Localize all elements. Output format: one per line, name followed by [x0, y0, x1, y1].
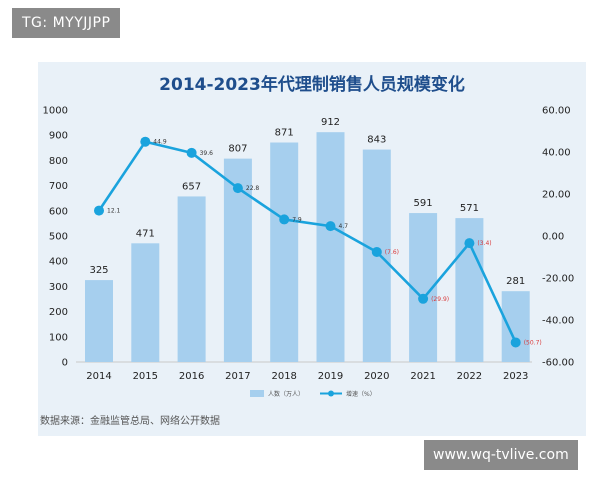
growth-value-label: 12.1 — [107, 208, 121, 215]
legend-line-marker — [328, 390, 334, 397]
bar — [316, 132, 345, 362]
growth-point — [279, 214, 290, 225]
bar-value-label: 807 — [228, 144, 247, 155]
y-left-tick-label: 500 — [49, 232, 68, 243]
y-left-tick-label: 600 — [49, 206, 68, 217]
y-left-tick-label: 200 — [49, 307, 68, 318]
bar — [177, 196, 206, 362]
y-right-tick-label: -40.00 — [542, 316, 574, 327]
y-left-tick-label: 300 — [49, 282, 68, 293]
y-left-tick-label: 0 — [62, 358, 68, 369]
y-right-tick-label: 0.00 — [542, 232, 564, 243]
y-right-tick-label: 20.00 — [542, 190, 571, 201]
x-tick-label: 2014 — [86, 371, 111, 382]
growth-point — [510, 337, 521, 348]
bar — [270, 142, 299, 362]
x-tick-label: 2016 — [179, 371, 204, 382]
growth-value-label: 7.9 — [292, 216, 302, 223]
growth-value-label: 4.7 — [339, 223, 349, 230]
growth-value-label: 22.8 — [246, 185, 260, 192]
growth-point — [325, 221, 336, 232]
bar — [85, 280, 113, 362]
y-left-tick-label: 700 — [49, 181, 68, 192]
growth-point — [186, 147, 197, 158]
x-tick-label: 2022 — [457, 371, 482, 382]
x-tick-label: 2019 — [318, 371, 343, 382]
growth-point — [418, 293, 429, 304]
x-tick-label: 2017 — [225, 371, 250, 382]
bar-value-label: 471 — [136, 228, 155, 239]
bar — [131, 243, 160, 362]
bar-value-label: 325 — [89, 265, 108, 276]
legend-line-label: 增速（%） — [346, 390, 376, 398]
legend-bar-swatch — [250, 390, 264, 397]
bar-value-label: 591 — [414, 198, 433, 209]
bar-value-label: 571 — [460, 203, 479, 214]
bars — [85, 132, 530, 362]
y-right-tick-label: -20.00 — [542, 274, 574, 285]
growth-value-label: 44.9 — [153, 139, 167, 146]
growth-point — [464, 238, 475, 249]
chart-panel — [38, 62, 586, 436]
x-axis: 2014 2015 2016 2017 2018 2019 2020 2021 2022 2023 — [86, 371, 528, 382]
x-tick-label: 2023 — [503, 371, 528, 382]
growth-line: 12.1 44.9 39.6 22.8 7.9 4.7 (7.6) (29.9) (3.4) (5… — [94, 136, 542, 348]
bar-value-label: 657 — [182, 181, 201, 192]
y-left-tick-label: 400 — [49, 257, 68, 268]
legend-bar-label: 人数（万人） — [268, 390, 304, 398]
bar — [501, 291, 530, 362]
bar-value-label: 871 — [275, 128, 294, 139]
growth-point — [140, 136, 151, 147]
x-tick-label: 2018 — [271, 371, 296, 382]
growth-value-label: (50.7) — [524, 339, 542, 346]
watermark-top-left: TG: MYYJJPP — [12, 8, 121, 38]
growth-point — [232, 183, 243, 194]
legend: 人数（万人） 增速（%） — [250, 390, 376, 398]
bar-value-label: 281 — [506, 276, 525, 287]
bar-value-label: 912 — [321, 117, 340, 128]
growth-value-label: (29.9) — [431, 296, 449, 303]
growth-point — [371, 246, 382, 257]
y-left-tick-label: 900 — [49, 131, 68, 142]
bar-labels: 325 471 657 807 871 912 843 591 571 281 — [89, 117, 525, 287]
watermark-bottom-right: www.wq-tvlive.com — [424, 440, 578, 470]
y-right-tick-label: -60.00 — [542, 358, 574, 369]
source-note: 数据来源：金融监管总局、网络公开数据 — [40, 416, 220, 427]
y-left-tick-label: 100 — [49, 332, 68, 343]
x-tick-label: 2020 — [364, 371, 389, 382]
y-left-tick-label: 800 — [49, 156, 68, 167]
y-right-tick-label: 40.00 — [542, 148, 571, 159]
growth-value-label: (3.4) — [477, 240, 491, 247]
y-right-tick-label: 60.00 — [542, 106, 571, 117]
chart-title: 2014-2023年代理制销售人员规模变化 — [159, 75, 465, 95]
growth-value-label: 39.6 — [200, 150, 214, 157]
growth-value-label: (7.6) — [385, 249, 399, 256]
right-axis: 60.00 40.00 20.00 0.00 -20.00 -40.00 -60.00 — [542, 106, 574, 369]
x-tick-label: 2015 — [133, 371, 158, 382]
x-tick-label: 2021 — [410, 371, 435, 382]
bar-value-label: 843 — [367, 135, 386, 146]
growth-line-path — [97, 140, 517, 344]
y-left-tick-label: 1000 — [43, 106, 68, 117]
left-axis: 0 100 200 300 400 500 600 700 800 900 1000 — [43, 106, 68, 369]
growth-point — [94, 205, 104, 216]
